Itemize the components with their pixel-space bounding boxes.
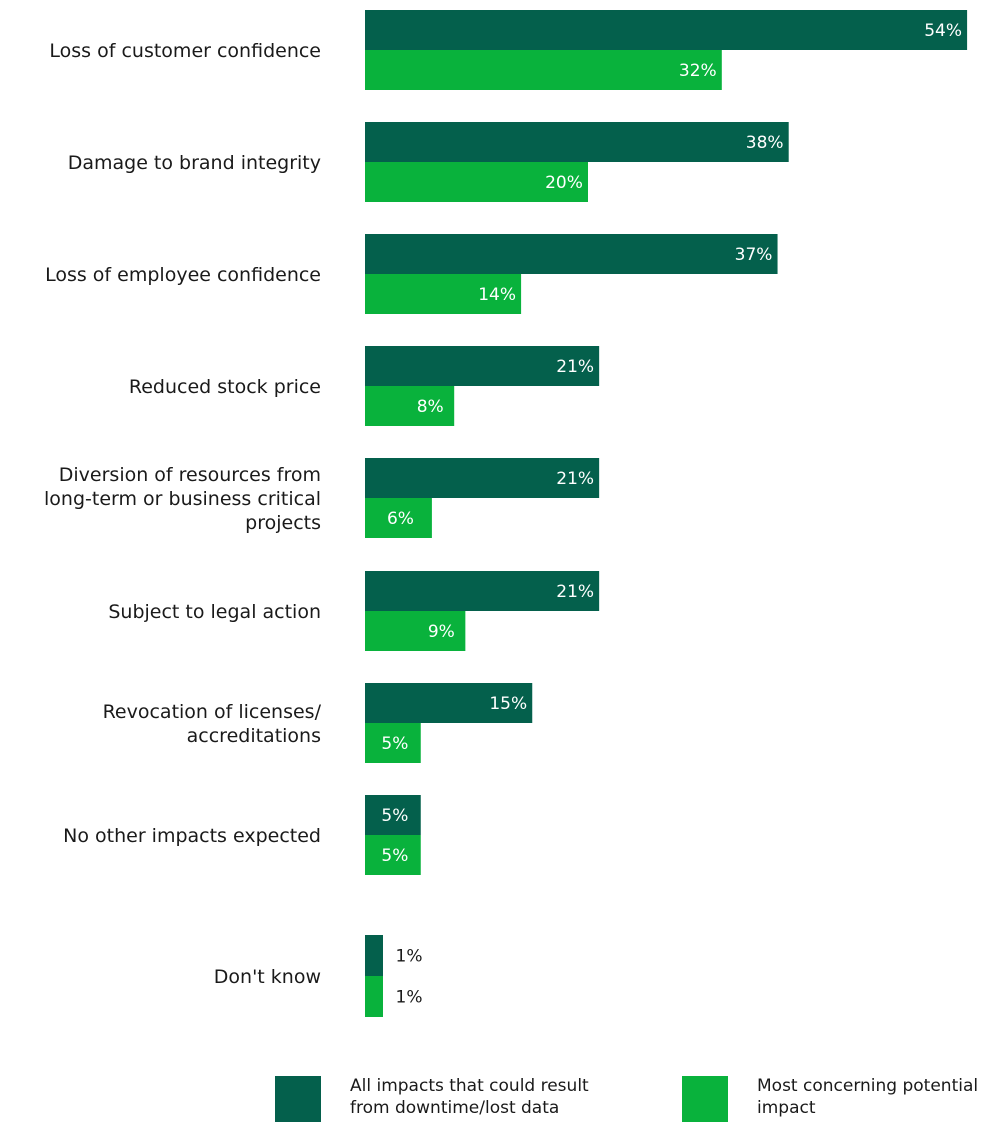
category-label: Revocation of licenses/: [103, 701, 322, 723]
legend-swatch: [682, 1076, 728, 1122]
bar-all-impacts: [365, 935, 383, 976]
legend-label: All impacts that could result: [350, 1076, 589, 1096]
bar-all-impacts: [365, 683, 533, 723]
value-label: 1%: [396, 988, 423, 1008]
value-label: 5%: [381, 806, 408, 826]
value-label: 21%: [556, 357, 594, 377]
bar-most-concerning: [365, 611, 466, 651]
bar-most-concerning: [365, 976, 383, 1017]
legend-label: impact: [757, 1098, 816, 1118]
bar-all-impacts: [365, 234, 778, 274]
category-label: Subject to legal action: [108, 601, 321, 623]
bar-all-impacts: [365, 122, 789, 162]
category-label: Don't know: [214, 966, 321, 988]
value-label: 37%: [735, 245, 773, 265]
category-label: accreditations: [187, 725, 321, 747]
category-label: Loss of employee confidence: [45, 264, 321, 286]
category-label: long-term or business critical: [44, 488, 321, 510]
category-label: projects: [245, 512, 321, 534]
value-label: 1%: [396, 947, 423, 967]
category-label: Reduced stock price: [129, 376, 321, 398]
category-label: Damage to brand integrity: [68, 152, 321, 174]
bar-most-concerning: [365, 498, 432, 538]
bar-all-impacts: [365, 795, 421, 835]
bar-all-impacts: [365, 346, 600, 386]
value-label: 32%: [679, 61, 717, 81]
value-label: 20%: [545, 173, 583, 193]
bar-most-concerning: [365, 274, 522, 314]
bar-all-impacts: [365, 571, 600, 611]
value-label: 14%: [478, 285, 516, 305]
value-label: 38%: [746, 133, 784, 153]
bar-most-concerning: [365, 723, 421, 763]
bar-most-concerning: [365, 835, 421, 875]
bar-most-concerning: [365, 162, 588, 202]
legend-swatch: [275, 1076, 321, 1122]
value-label: 9%: [428, 622, 455, 642]
category-label: Loss of customer confidence: [49, 40, 321, 62]
bar-all-impacts: [365, 10, 968, 50]
value-label: 6%: [387, 509, 414, 529]
value-label: 54%: [924, 21, 962, 41]
legend-label: Most concerning potential: [757, 1076, 978, 1096]
value-label: 21%: [556, 582, 594, 602]
value-label: 8%: [417, 397, 444, 417]
bar-most-concerning: [365, 50, 722, 90]
value-label: 15%: [489, 694, 527, 714]
category-label: No other impacts expected: [63, 825, 321, 847]
bar-all-impacts: [365, 458, 600, 498]
value-label: 5%: [381, 734, 408, 754]
value-label: 21%: [556, 469, 594, 489]
bar-most-concerning: [365, 386, 455, 426]
value-label: 5%: [381, 846, 408, 866]
legend-label: from downtime/lost data: [350, 1098, 559, 1118]
category-label: Diversion of resources from: [59, 464, 321, 486]
